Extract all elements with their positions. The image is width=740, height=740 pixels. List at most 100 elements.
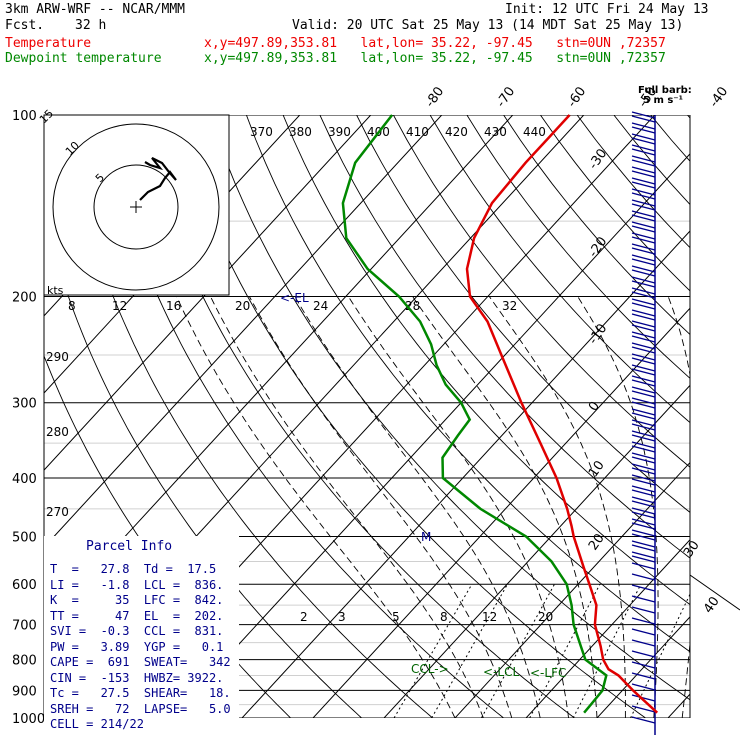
wind-barb-flag	[631, 474, 656, 482]
wind-barb-flag	[631, 551, 656, 559]
moist-adiabat	[412, 296, 598, 718]
theta-label: 380	[289, 125, 312, 139]
temperature-tick-label: -40	[707, 84, 731, 110]
theta-side-label: 290	[46, 350, 69, 364]
pressure-label-100: 100	[12, 109, 37, 124]
pressure-label-600: 600	[12, 578, 37, 593]
dry-adiabat	[429, 115, 690, 424]
mixing-ratio-line	[529, 583, 601, 718]
temperature-tick-label: -10	[586, 321, 610, 347]
mixing-ratio-label: 3	[338, 610, 346, 624]
temperature-profile	[465, 114, 659, 714]
wind-barb-flag	[631, 225, 656, 233]
wind-barb-flag	[631, 243, 656, 251]
wind-barb-flag	[631, 573, 656, 581]
wind-barb-flag	[631, 192, 656, 200]
wind-barb-flag	[631, 335, 656, 343]
pressure-label-200: 200	[12, 291, 37, 306]
isotherm	[44, 115, 443, 549]
wind-barb-flag	[631, 522, 656, 530]
theta-side-label: 270	[46, 505, 69, 519]
wind-barb-flag	[631, 269, 656, 277]
wind-barb-flag	[631, 500, 656, 508]
hodograph-units: kts	[47, 284, 64, 297]
mixing-ratio-label: 5	[392, 610, 400, 624]
pressure-label-800: 800	[12, 654, 37, 669]
wind-barb-flag	[631, 214, 656, 222]
wind-barbs	[631, 111, 656, 735]
moist-adiabat	[294, 296, 541, 718]
moist-adiabat	[210, 296, 484, 718]
dry-adiabat	[282, 115, 690, 606]
wind-barb-flag	[631, 672, 656, 680]
wind-barb-flag	[631, 324, 656, 332]
parcel-row: PW = 3.89 YGP = 0.1	[50, 639, 224, 654]
temperature-tick-label: -80	[423, 84, 447, 110]
wind-barb-flag	[631, 434, 656, 442]
wind-barb-flag	[631, 221, 656, 229]
theta-label: 420	[445, 125, 468, 139]
dry-adiabat	[466, 115, 690, 379]
sounding-curves	[341, 114, 659, 714]
thetae-label: 12	[112, 299, 127, 313]
thetae-label: 24	[313, 299, 328, 313]
thetae-label: 8	[68, 299, 76, 313]
wind-barb-flag	[631, 126, 656, 134]
wind-barb-flag	[631, 390, 656, 398]
el-marker: <-EL	[280, 291, 309, 305]
moist-adiabat	[667, 296, 690, 718]
wind-barb-flag	[631, 584, 656, 592]
mixing-ratio-line	[480, 583, 555, 718]
wind-barb-flag	[631, 302, 656, 310]
wind-barb-flag	[631, 452, 656, 460]
wind-barb-flag	[631, 144, 656, 152]
dry-adiabat	[62, 115, 434, 718]
wind-barb-flag	[631, 148, 656, 156]
wind-barb-flag	[631, 137, 656, 145]
dewpoint-legend: Dewpoint temperature	[5, 51, 162, 66]
dry-adiabat	[245, 115, 690, 653]
wind-barb-flag	[631, 507, 656, 515]
wind-barb-flag	[631, 489, 656, 497]
wind-barb-flag	[631, 544, 656, 552]
wind-barb-flag	[631, 661, 656, 669]
isotherm	[525, 539, 690, 718]
dry-adiabat	[356, 115, 690, 513]
mixing-ratio-line	[393, 583, 473, 718]
pressure-label-500: 500	[12, 530, 37, 545]
wind-barb-flag	[631, 258, 656, 266]
wind-barb-flag	[631, 188, 656, 196]
wind-barb-flag	[631, 287, 656, 295]
temperature-tick-label: -70	[494, 84, 518, 110]
wind-barb-flag	[631, 397, 656, 405]
wind-barb-flag	[631, 456, 656, 464]
wind-barb-flag	[631, 529, 656, 537]
thetae-label: 20	[235, 299, 250, 313]
dry-adiabat	[98, 115, 505, 718]
thetae-label: 16	[166, 299, 181, 313]
parcel-row: CAPE = 691 SWEAT= 342	[50, 655, 231, 669]
wind-barb-flag	[631, 320, 656, 328]
parcel-row: SVI = -0.3 CCL = 831.	[50, 624, 224, 638]
moist-adiabat	[348, 296, 570, 718]
wind-barb-flag	[631, 478, 656, 486]
model-title: 3km ARW-WRF -- NCAR/MMM	[5, 2, 186, 17]
wind-barb-flag	[631, 412, 656, 420]
parcel-row: CELL = 214/22	[50, 717, 144, 731]
pressure-label-400: 400	[12, 472, 37, 487]
mixing-ratio-line	[431, 583, 508, 718]
full-barb-legend: Full barb:	[638, 85, 692, 96]
parcel-info-title: Parcel Info	[86, 539, 173, 554]
wind-barb-flag	[631, 298, 656, 306]
temperature-tick-label: -60	[565, 84, 589, 110]
forecast-hour: 32 h	[75, 18, 107, 33]
wind-barb-flag	[631, 353, 656, 361]
pressure-label-900: 900	[12, 684, 37, 699]
wind-barb-flag	[631, 705, 656, 713]
wind-barb-flag	[631, 518, 656, 526]
dry-adiabat	[135, 115, 576, 718]
wind-barb-flag	[631, 115, 656, 123]
wind-barb-flag	[631, 276, 656, 284]
wind-barb-flag	[631, 467, 656, 475]
